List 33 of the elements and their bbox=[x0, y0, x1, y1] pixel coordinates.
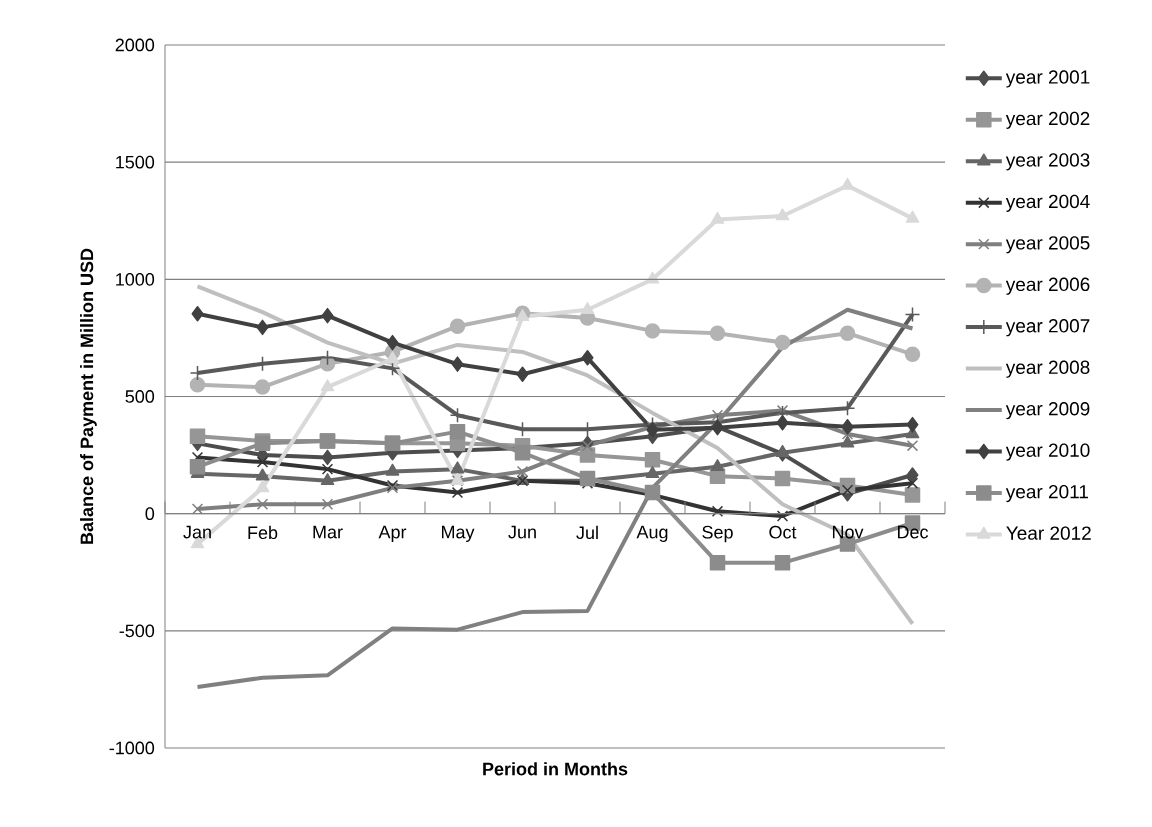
legend-label: year 2003 bbox=[1005, 153, 1090, 171]
y-tick-label: 2000 bbox=[115, 38, 155, 52]
legend-label: year 2006 bbox=[1005, 277, 1090, 295]
x-axis-title: Period in Months bbox=[483, 762, 628, 776]
y-axis-title: Balance of Payment in Million USD bbox=[80, 248, 97, 544]
legend-label: year 2007 bbox=[1005, 319, 1090, 337]
legend-label: year 2011 bbox=[1005, 484, 1088, 503]
legend-label: year 2001 bbox=[1005, 70, 1090, 88]
legend-label: year 2005 bbox=[1005, 236, 1090, 254]
x-tick-label: Jul bbox=[576, 525, 598, 540]
y-tick-label: 500 bbox=[125, 390, 155, 403]
legend-label: year 2004 bbox=[1005, 194, 1090, 212]
y-tick-label: -1000 bbox=[109, 741, 155, 755]
x-tick-label: Dec bbox=[897, 525, 929, 539]
x-tick-label: Feb bbox=[248, 525, 278, 540]
x-tick-label: Mar bbox=[313, 525, 343, 539]
x-tick-label: May bbox=[441, 525, 475, 542]
y-tick-label: -500 bbox=[119, 624, 155, 638]
x-tick-label: Jun bbox=[508, 525, 536, 539]
legend-label: year 2008 bbox=[1005, 360, 1090, 378]
x-tick-label: Sep bbox=[702, 525, 733, 543]
x-tick-label: Jan bbox=[183, 525, 211, 539]
legend-label: year 2010 bbox=[1005, 443, 1090, 461]
legend-label: year 2002 bbox=[1005, 111, 1090, 129]
x-tick-label: Oct bbox=[769, 525, 797, 539]
x-tick-label: Apr bbox=[378, 525, 407, 542]
y-tick-label: 1500 bbox=[116, 155, 155, 169]
y-tick-label: 1000 bbox=[116, 272, 155, 286]
legend-label: Year 2012 bbox=[1006, 526, 1091, 540]
x-tick-label: Aug bbox=[636, 525, 668, 542]
y-tick-label: 0 bbox=[145, 507, 155, 521]
x-tick-label: Nov bbox=[832, 525, 864, 539]
legend-label: year 2009 bbox=[1005, 402, 1090, 420]
